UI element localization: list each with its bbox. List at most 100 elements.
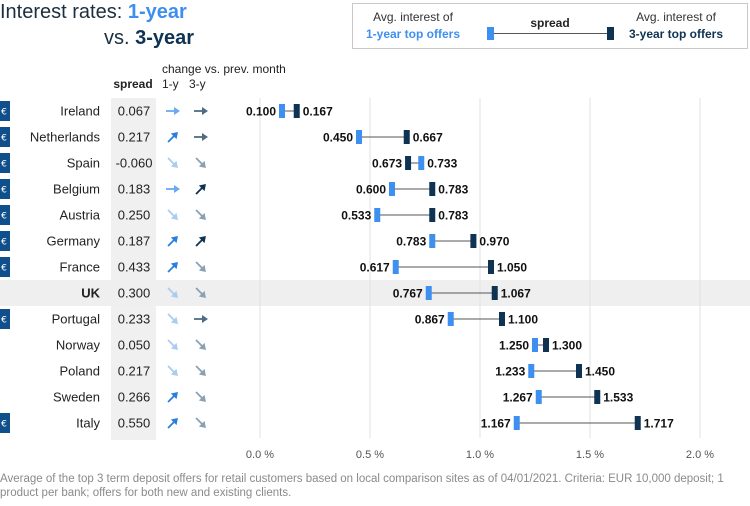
euro-badge xyxy=(0,179,10,199)
title-prefix-1: Interest rates: xyxy=(0,1,128,23)
marker-1y xyxy=(528,364,535,378)
change-3y-arrow-icon xyxy=(195,236,206,247)
marker-1y xyxy=(535,390,542,404)
value-label-left: 1.267 xyxy=(503,391,533,405)
euro-icon: € xyxy=(1,264,7,274)
legend-left-line1: Avg. interest of xyxy=(373,10,453,24)
change-3y-arrow-icon xyxy=(195,417,206,428)
spread-value: 0.183 xyxy=(118,182,151,197)
dumbbell-chart: 0.0 % 0.5 % 1.0 % 1.5 % 2.0 % € Ireland 0.067 0.… xyxy=(0,98,750,461)
x-tick-label: 1.0 % xyxy=(466,449,494,461)
euro-badge xyxy=(0,127,10,147)
marker-1y xyxy=(356,130,362,144)
euro-icon: € xyxy=(1,134,7,144)
marker-3y xyxy=(499,312,505,326)
marker-3y xyxy=(543,338,549,352)
marker-3y xyxy=(429,182,436,196)
change-1y-arrow-icon xyxy=(167,157,178,168)
change-1y-arrow-icon xyxy=(167,392,178,403)
change-3y-arrow-icon xyxy=(194,315,208,323)
value-label-right: 0.167 xyxy=(303,105,333,119)
spread-value: 0.217 xyxy=(118,130,151,145)
change-1y-arrow-icon xyxy=(166,185,180,193)
euro-badge xyxy=(0,205,10,225)
change-3y-arrow-icon xyxy=(195,365,206,376)
marker-3y xyxy=(576,364,582,378)
spread-value: 0.550 xyxy=(118,416,151,431)
marker-3y xyxy=(429,208,436,222)
marker-3y xyxy=(293,104,300,118)
legend-right-line1: Avg. interest of xyxy=(636,10,716,24)
legend-marker-1y xyxy=(487,27,494,40)
marker-3y xyxy=(488,260,494,274)
change-3y-arrow-icon xyxy=(195,391,206,402)
country-label: Italy xyxy=(76,416,100,431)
x-tick-label: 1.5 % xyxy=(576,449,604,461)
spread-value: 0.067 xyxy=(118,104,151,119)
country-label: UK xyxy=(81,286,100,301)
change-3y-arrow-icon xyxy=(195,339,206,350)
marker-1y xyxy=(447,312,454,326)
country-label: Belgium xyxy=(53,182,100,197)
value-label-right: 1.533 xyxy=(603,391,633,405)
value-label-right: 1.300 xyxy=(552,339,582,353)
value-label-left: 1.250 xyxy=(499,339,529,353)
country-label: Norway xyxy=(56,338,101,353)
value-label-left: 0.767 xyxy=(393,287,423,301)
value-label-right: 1.100 xyxy=(508,313,538,327)
value-label-left: 0.533 xyxy=(341,209,371,223)
legend-spread-line xyxy=(491,33,611,34)
spread-value: -0.060 xyxy=(116,156,153,171)
marker-1y xyxy=(392,260,399,274)
change-1y-arrow-icon xyxy=(167,209,178,220)
euro-icon: € xyxy=(1,238,7,248)
euro-badge xyxy=(0,231,10,251)
value-label-right: 1.067 xyxy=(501,287,531,301)
spread-column-bg xyxy=(111,98,156,440)
footnote: Average of the top 3 term deposit offers… xyxy=(0,473,724,499)
value-label-left: 0.450 xyxy=(323,131,353,145)
change-3y-arrow-icon xyxy=(195,184,206,195)
change-3y-arrow-icon xyxy=(194,107,208,115)
change-1y-arrow-icon xyxy=(167,262,178,273)
country-label: Ireland xyxy=(60,104,100,119)
header-spread: spread xyxy=(113,77,153,91)
spread-value: 0.250 xyxy=(118,208,151,223)
change-1y-arrow-icon xyxy=(167,365,178,376)
change-3y-arrow-icon xyxy=(194,133,208,141)
euro-icon: € xyxy=(1,160,7,170)
value-label-left: 0.600 xyxy=(356,183,386,197)
euro-badge xyxy=(0,257,10,277)
marker-1y xyxy=(418,156,425,170)
chart-legend: Avg. interest of 1-year top offers sprea… xyxy=(352,3,748,49)
marker-3y xyxy=(403,130,410,144)
title-highlight-3y: 3-year xyxy=(135,27,195,49)
value-label-left: 1.233 xyxy=(495,365,525,379)
country-label: France xyxy=(60,260,100,275)
spread-value: 0.050 xyxy=(118,338,151,353)
marker-1y xyxy=(429,234,436,248)
spread-value: 0.433 xyxy=(118,260,151,275)
marker-3y xyxy=(491,286,498,300)
x-tick-label: 0.5 % xyxy=(356,449,384,461)
country-label: Austria xyxy=(60,208,101,223)
change-1y-arrow-icon xyxy=(167,418,178,429)
country-label: Sweden xyxy=(53,390,100,405)
marker-3y xyxy=(405,156,412,170)
marker-3y xyxy=(470,234,477,248)
change-1y-arrow-icon xyxy=(167,339,178,350)
country-label: Germany xyxy=(47,234,101,249)
country-label: Netherlands xyxy=(30,130,101,145)
spread-value: 0.217 xyxy=(118,364,151,379)
euro-badge xyxy=(0,413,10,433)
legend-left-line2: 1-year top offers xyxy=(365,27,461,41)
country-label: Poland xyxy=(60,364,100,379)
x-tick-label: 2.0 % xyxy=(686,449,714,461)
change-1y-arrow-icon xyxy=(167,313,178,324)
marker-1y xyxy=(374,208,381,222)
value-label-left: 1.167 xyxy=(481,417,511,431)
chart-title-line-2: vs. 3-year xyxy=(104,27,194,50)
euro-icon: € xyxy=(1,108,7,118)
value-label-left: 0.617 xyxy=(360,261,390,275)
euro-badge xyxy=(0,309,10,329)
